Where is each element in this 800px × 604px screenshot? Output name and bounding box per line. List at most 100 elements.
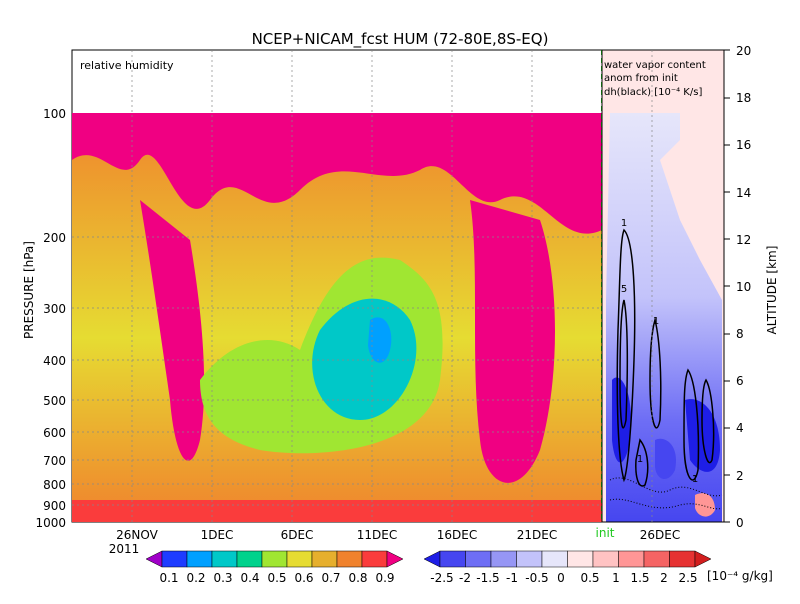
altitude-tick-label: 0 (736, 516, 744, 530)
rh-colorbar-label: 0.1 (159, 571, 178, 585)
altitude-tick-label: 4 (736, 421, 744, 435)
pressure-axis: 100 200 300 400 500 600 700 800 900 1000 (35, 107, 66, 530)
anomaly-colorbar-label: -2.5 (430, 571, 453, 585)
date-tick-label: 6DEC (281, 528, 314, 542)
pressure-tick-label: 300 (43, 302, 66, 316)
contour-label: 1 (653, 316, 659, 327)
anomaly-colorbar-label: -2 (459, 571, 471, 585)
anomaly-positive-patch (695, 493, 715, 517)
anomaly-colorbar-label: -0.5 (525, 571, 548, 585)
anomaly-colorbar-label: 2.5 (678, 571, 697, 585)
anomaly-colorbar-cells (439, 550, 696, 568)
pressure-tick-label: 500 (43, 394, 66, 408)
rh-colorbar-label: 0.6 (294, 571, 313, 585)
pressure-tick-label: 600 (43, 426, 66, 440)
colorbar-cell (336, 550, 363, 568)
colorbar-cell (286, 550, 313, 568)
anomaly-colorbar-low-arrow (423, 550, 441, 568)
contour-label: 1 (692, 474, 698, 485)
anomaly-colorbar-label: 1 (612, 571, 620, 585)
rh-colorbar-label: 0.2 (186, 571, 205, 585)
anomaly-colorbar-labels: -2.5 -2 -1.5 -1 -0.5 0 0.5 1 1.5 2 2.5 (430, 571, 697, 585)
pressure-tick-label: 200 (43, 231, 66, 245)
date-axis: 26NOV 1DEC 6DEC 11DEC 16DEC 21DEC 2011 (109, 528, 558, 556)
rh-driest-core (368, 317, 392, 363)
date-tick-label: 1DEC (201, 528, 234, 542)
date-tick-label: 11DEC (357, 528, 397, 542)
rh-colorbar-label: 0.9 (375, 571, 394, 585)
anomaly-label-line: water vapor content (604, 60, 706, 71)
rh-moist-lower-right (470, 200, 555, 483)
altitude-tick-label: 20 (736, 44, 751, 58)
colorbar-cell (643, 550, 670, 568)
contour-label: 1 (621, 218, 627, 229)
colorbar-cell (236, 550, 263, 568)
rh-colorbar-label: 0.8 (348, 571, 367, 585)
date-tick-label: 26NOV (116, 528, 158, 542)
rh-panel-label: relative humidity (80, 59, 174, 72)
heating-dotted-contours (609, 477, 723, 510)
rh-colorbar: 0.1 0.2 0.3 0.4 0.5 0.6 0.7 0.8 0.9 (145, 550, 404, 585)
altitude-axis: 0 2 4 6 8 10 12 14 16 18 20 (724, 44, 751, 530)
altitude-tick-label: 18 (736, 91, 751, 105)
altitude-tick-label: 2 (736, 469, 744, 483)
altitude-tick-label: 6 (736, 374, 744, 388)
anomaly-panel: 1 5 1 1 1 water vapor content anom from … (596, 44, 779, 542)
pressure-tick-label: 800 (43, 478, 66, 492)
colorbar-cell (592, 550, 619, 568)
year-label: 2011 (109, 542, 140, 556)
anomaly-label-line: anom from init (604, 73, 678, 84)
chart-title: NCEP+NICAM_fcst HUM (72-80E,8S-EQ) (252, 30, 549, 49)
rh-moist-top-region (72, 113, 602, 234)
heating-contours (616, 228, 715, 487)
rh-colorbar-low-arrow (145, 550, 163, 568)
rh-moist-lower-left (140, 200, 205, 461)
anomaly-colorbar-label: 1.5 (630, 571, 649, 585)
colorbar-cell (211, 550, 238, 568)
colorbar-cell (161, 550, 188, 568)
pressure-tick-label: 700 (43, 454, 66, 468)
anomaly-panel-label: water vapor content anom from init dh(bl… (604, 60, 706, 98)
altitude-tick-label: 10 (736, 280, 751, 294)
rh-colorbar-cells (161, 550, 388, 568)
rh-colorbar-label: 0.4 (240, 571, 259, 585)
colorbar-cell (516, 550, 543, 568)
colorbar-cell (311, 550, 338, 568)
anomaly-colorbar-label: 0.5 (580, 571, 599, 585)
rh-boundary-layer (72, 500, 602, 522)
anomaly-colorbar-label: 0 (557, 571, 565, 585)
pressure-tick-label: 1000 (35, 516, 66, 530)
anomaly-colorbar-label: 2 (660, 571, 668, 585)
colorbar-cell (490, 550, 517, 568)
altitude-tick-label: 8 (736, 327, 744, 341)
rh-colorbar-label: 0.7 (321, 571, 340, 585)
anomaly-colorbar-unit: [10⁻⁴ g/kg] (707, 569, 773, 583)
rh-colorbar-label: 0.5 (267, 571, 286, 585)
date-tick-label: 21DEC (517, 528, 557, 542)
rh-colorbar-labels: 0.1 0.2 0.3 0.4 0.5 0.6 0.7 0.8 0.9 (159, 571, 394, 585)
anomaly-colorbar-high-arrow (694, 550, 712, 568)
colorbar-cell (567, 550, 594, 568)
anomaly-label-line: dh(black) [10⁻⁴ K/s] (604, 87, 702, 98)
altitude-tick-label: 14 (736, 186, 751, 200)
init-label: init (596, 526, 615, 540)
pressure-tick-label: 400 (43, 354, 66, 368)
rh-colorbar-high-arrow (386, 550, 404, 568)
anomaly-colorbar-label: -1.5 (476, 571, 499, 585)
date-tick-label: 16DEC (437, 528, 477, 542)
rh-very-dry-region (312, 298, 417, 420)
altitude-tick-label: 16 (736, 138, 751, 152)
altitude-tick-label: 12 (736, 233, 751, 247)
contour-label: 1 (637, 454, 643, 465)
colorbar-cell (541, 550, 568, 568)
colorbar-cell (465, 550, 492, 568)
rh-grid (72, 50, 602, 522)
anomaly-colorbar: -2.5 -2 -1.5 -1 -0.5 0 0.5 1 1.5 2 2.5 [… (423, 550, 773, 585)
colorbar-cell (439, 550, 466, 568)
altitude-axis-label: ALTITUDE [km] (765, 246, 779, 335)
pressure-tick-label: 100 (43, 107, 66, 121)
colorbar-cell (669, 550, 696, 568)
colorbar-cell (261, 550, 288, 568)
colorbar-cell (186, 550, 213, 568)
pressure-axis-label: PRESSURE [hPa] (22, 241, 36, 339)
